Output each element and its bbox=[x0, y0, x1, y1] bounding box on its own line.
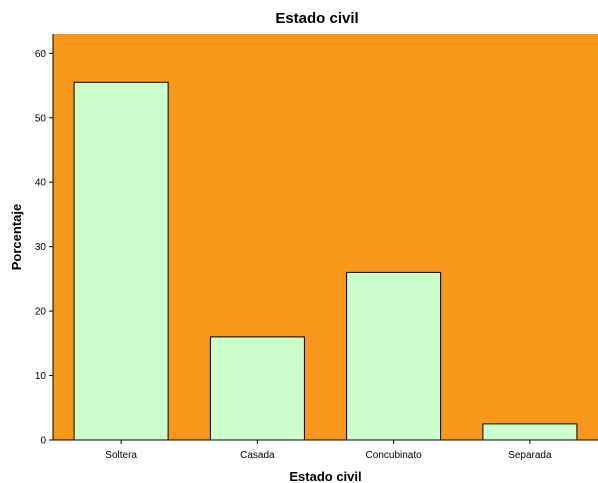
x-tick-label: Concubinato bbox=[366, 450, 423, 461]
y-tick-label: 30 bbox=[35, 242, 47, 253]
y-tick-label: 10 bbox=[35, 371, 47, 382]
bar-casada bbox=[209, 336, 305, 441]
y-tick-label: 60 bbox=[35, 49, 47, 60]
bar-soltera bbox=[73, 81, 169, 441]
bar-separada bbox=[482, 423, 578, 441]
bar-concubinato bbox=[346, 271, 442, 441]
bars-group bbox=[73, 81, 578, 441]
y-axis-title: Porcentaje bbox=[9, 204, 24, 270]
y-tick-label: 20 bbox=[35, 307, 47, 318]
chart-title: Estado civil bbox=[275, 10, 358, 27]
y-tick-label: 50 bbox=[35, 113, 47, 124]
x-axis-title: Estado civil bbox=[289, 469, 361, 483]
y-tick-label: 0 bbox=[40, 436, 46, 447]
y-tick-label: 40 bbox=[35, 178, 47, 189]
x-tick-label: Separada bbox=[508, 450, 552, 461]
axes-group: Soltera Casada Concubinato Separada 0 10 20 30 4… bbox=[35, 34, 598, 461]
x-tick-label: Soltera bbox=[105, 450, 137, 461]
x-tick-label: Casada bbox=[240, 450, 275, 461]
